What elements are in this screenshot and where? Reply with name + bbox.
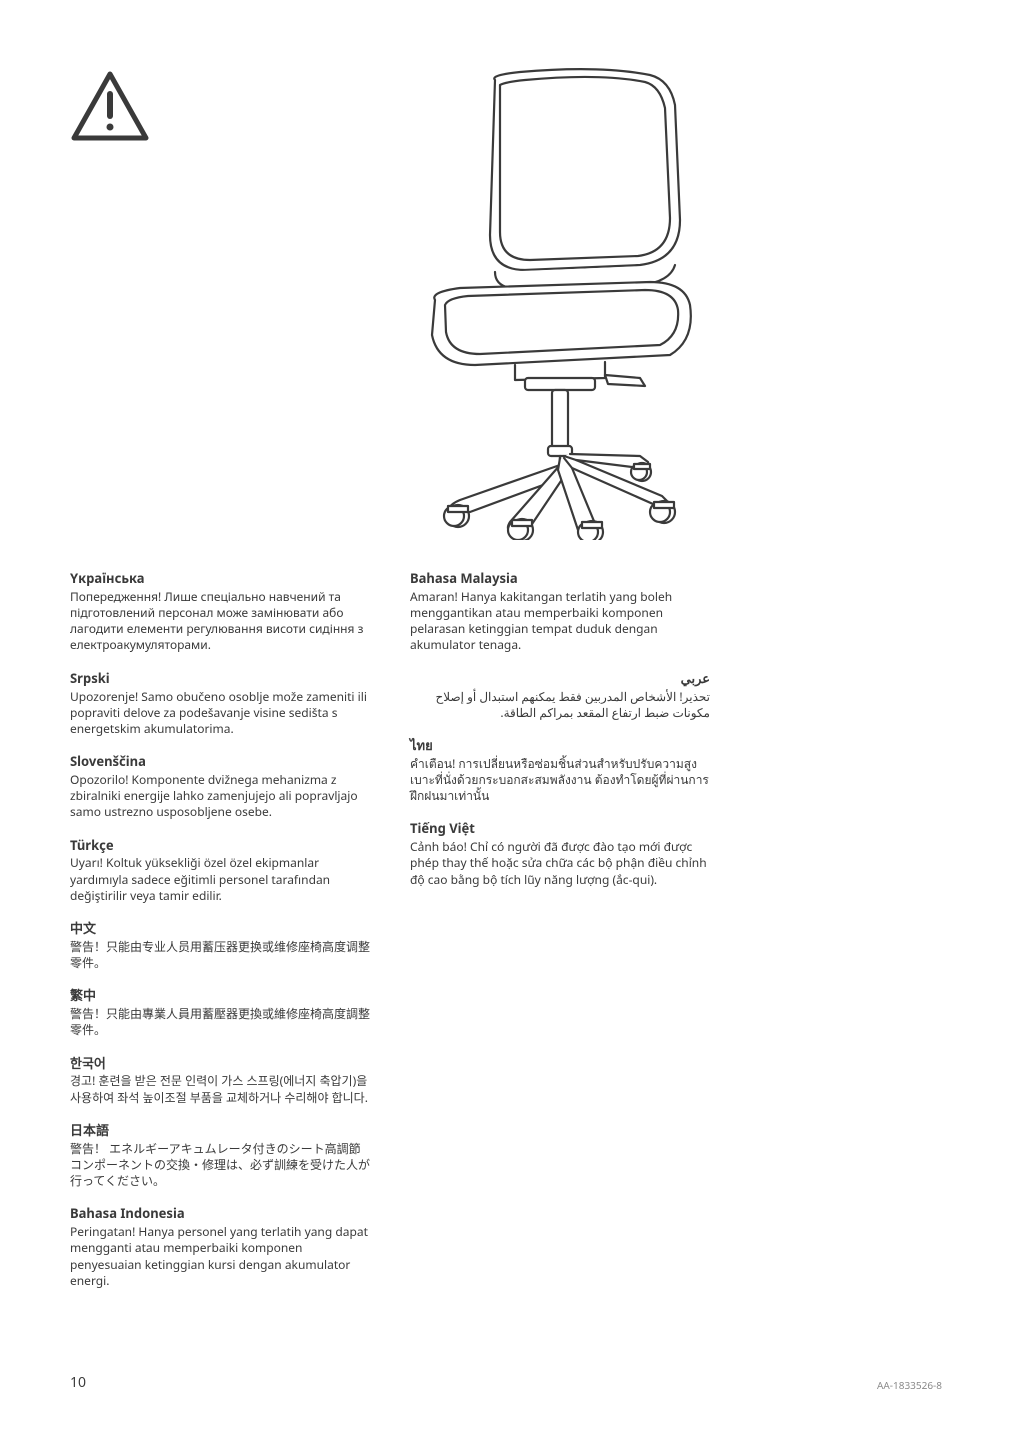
warning-block: Yкраїнська Попередження! Лише спеціально … xyxy=(70,570,370,654)
warning-block: عربي تحذير! الأشخاص المدربين فقط يمكنهم ا… xyxy=(410,670,710,721)
warning-body-text: Upozorenje! Samo obučeno osoblje može za… xyxy=(70,689,370,738)
warning-body-text: คำเตือน! การเปลี่ยนหรือซ่อมชิ้นส่วนสำหรั… xyxy=(410,756,710,805)
warning-block: Srpski Upozorenje! Samo obučeno osoblje m… xyxy=(70,670,370,737)
warning-body-text: Cảnh báo! Chỉ có người đã được đào tạo m… xyxy=(410,839,710,888)
warning-language-title: Türkçe xyxy=(70,837,370,854)
warning-text-columns: Yкраїнська Попередження! Лише спеціально … xyxy=(70,570,942,1305)
column-left: Yкраїнська Попередження! Лише спеціально … xyxy=(70,570,370,1305)
warning-body-text: 警告！只能由专业人员用蓄压器更换或维修座椅高度调整零件。 xyxy=(70,939,370,971)
warning-body-text: Amaran! Hanya kakitangan terlatih yang b… xyxy=(410,589,710,654)
warning-block: Bahasa Indonesia Peringatan! Hanya person… xyxy=(70,1205,370,1289)
page-number: 10 xyxy=(70,1373,86,1392)
warning-language-title: 日本語 xyxy=(70,1122,370,1139)
warning-language-title: 中文 xyxy=(70,920,370,937)
warning-icon xyxy=(70,70,150,147)
warning-body-text: تحذير! الأشخاص المدربين فقط يمكنهم استبد… xyxy=(410,689,710,721)
warning-language-title: عربي xyxy=(410,670,710,687)
column-right: Bahasa Malaysia Amaran! Hanya kakitangan … xyxy=(410,570,710,1305)
warning-language-title: 한국어 xyxy=(70,1055,370,1072)
warning-block: Bahasa Malaysia Amaran! Hanya kakitangan … xyxy=(410,570,710,654)
warning-body-text: Opozorilo! Komponente dvižnega mehanizma… xyxy=(70,772,370,821)
warning-language-title: Slovenščina xyxy=(70,753,370,770)
warning-block: TürkçeUyarı! Koltuk yüksekliği özel özel… xyxy=(70,837,370,904)
warning-block: Tiếng Việt Cảnh báo! Chỉ có người đã được… xyxy=(410,820,710,887)
warning-block: Slovenščina Opozorilo! Komponente dvižneg… xyxy=(70,753,370,820)
warning-language-title: 繁中 xyxy=(70,987,370,1004)
document-id: AA-1833526-8 xyxy=(877,1378,942,1392)
warning-body-text: 경고! 훈련을 받은 전문 인력이 가스 스프링(에너지 축압기)을 사용하여 … xyxy=(70,1073,370,1105)
warning-block: 日本語警告！ エネルギーアキュムレータ付きのシート高調節コンポーネントの交換・修… xyxy=(70,1122,370,1189)
warning-body-text: Попередження! Лише спеціально навчений т… xyxy=(70,589,370,654)
warning-language-title: Tiếng Việt xyxy=(410,820,710,837)
chair-illustration xyxy=(340,60,740,540)
warning-language-title: Bahasa Indonesia xyxy=(70,1205,370,1222)
warning-block: 中文警告！只能由专业人员用蓄压器更换或维修座椅高度调整零件。 xyxy=(70,920,370,971)
warning-block: ไทยคำเตือน! การเปลี่ยนหรือซ่อมชิ้นส่วนสำ… xyxy=(410,737,710,804)
warning-body-text: Uyarı! Koltuk yüksekliği özel özel ekipm… xyxy=(70,855,370,904)
warning-block: 繁中警告！只能由專業人員用蓄壓器更換或維修座椅高度調整零件。 xyxy=(70,987,370,1038)
warning-body-text: 警告！ エネルギーアキュムレータ付きのシート高調節コンポーネントの交換・修理は、… xyxy=(70,1141,370,1190)
warning-body-text: 警告！只能由專業人員用蓄壓器更換或維修座椅高度調整零件。 xyxy=(70,1006,370,1038)
warning-language-title: Srpski xyxy=(70,670,370,687)
warning-language-title: ไทย xyxy=(410,737,710,754)
warning-block: 한국어경고! 훈련을 받은 전문 인력이 가스 스프링(에너지 축압기)을 사용… xyxy=(70,1055,370,1106)
warning-language-title: Bahasa Malaysia xyxy=(410,570,710,587)
warning-body-text: Peringatan! Hanya personel yang terlatih… xyxy=(70,1224,370,1289)
warning-language-title: Yкраїнська xyxy=(70,570,370,587)
